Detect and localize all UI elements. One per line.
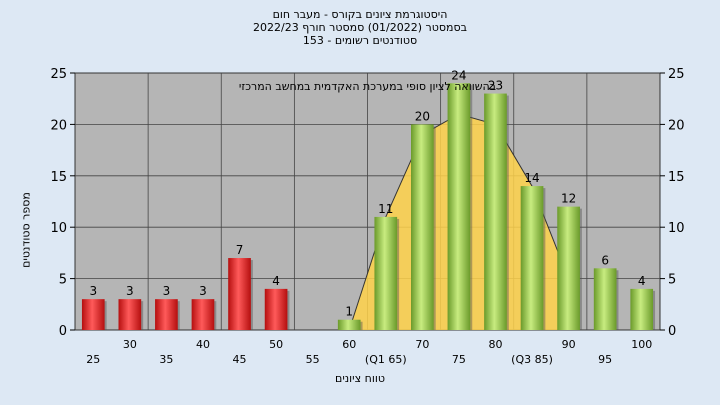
x-tick-label: 45 (233, 353, 247, 366)
y-tick-label-right: 10 (668, 221, 685, 236)
x-tick-label: 70 (415, 338, 429, 351)
chart-title: היסטוגרמת ציונים בקורס - מעבר חום (272, 8, 448, 21)
x-tick-label: 35 (159, 353, 173, 366)
bar-data-label: 20 (415, 109, 430, 123)
bar-data-label: 3 (163, 284, 171, 298)
bar (118, 299, 142, 330)
bar-data-label: 4 (272, 274, 280, 288)
x-tick-label: 25 (86, 353, 100, 366)
bar-data-label: 3 (126, 284, 134, 298)
bar (374, 216, 398, 330)
bar (337, 319, 361, 330)
bar-data-label: 11 (378, 202, 393, 216)
bar (484, 93, 507, 330)
y-tick-label-left: 20 (50, 118, 67, 133)
bar (155, 299, 178, 330)
bar-data-label: 6 (601, 253, 609, 267)
x-tick-label: 40 (196, 338, 210, 351)
y-tick-label-left: 15 (50, 170, 67, 185)
bar-data-label: 1 (345, 305, 353, 319)
bar-data-label: 3 (199, 284, 207, 298)
bar-data-label: 4 (638, 274, 646, 288)
bar (81, 299, 105, 330)
bar (520, 186, 544, 330)
bar-data-label: 3 (89, 284, 97, 298)
x-tick-label: 100 (631, 338, 652, 351)
x-tick-label: 90 (562, 338, 576, 351)
x-tick-label: 50 (269, 338, 283, 351)
y-tick-label-left: 5 (59, 273, 67, 288)
x-axis-label: טווח ציונים (335, 372, 385, 385)
x-tick-label: 30 (123, 338, 137, 351)
bar (630, 288, 654, 330)
x-tick-label: 75 (452, 353, 466, 366)
bar-data-label: 12 (561, 192, 576, 206)
x-tick-label: 55 (306, 353, 320, 366)
bar-data-label: 23 (488, 79, 503, 93)
bar (557, 206, 580, 330)
chart-titles: היסטוגרמת ציונים בקורס - מעבר חום בסמסטר… (0, 8, 720, 47)
bar-data-label: 7 (236, 243, 244, 257)
bar (264, 288, 288, 330)
bar (593, 268, 617, 330)
x-tick-label: 60 (342, 338, 356, 351)
bar-data-label: 14 (524, 171, 539, 185)
bar (447, 83, 471, 330)
y-axis-label: מספר סטודנטים (19, 192, 33, 268)
bar (411, 124, 434, 331)
y-tick-label-left: 0 (59, 324, 67, 339)
y-tick-label-right: 15 (668, 170, 685, 185)
chart-annotation: בהשוואה לציון סופי במערכת האקדמית במחשב … (239, 80, 496, 93)
chart-subtitle-semester: בסמסטר (01/2022) סמסטר חורף 2022/23 (253, 21, 467, 34)
bar (228, 258, 251, 330)
y-tick-label-left: 10 (50, 221, 67, 236)
x-tick-label: 95 (598, 353, 612, 366)
x-tick-label: (Q1 65) (365, 353, 407, 366)
chart-subtitle-students: סטודנטים רשומים - 153 (302, 34, 418, 47)
bar (191, 299, 215, 330)
x-tick-label: 80 (488, 338, 502, 351)
bar-data-label: 24 (451, 68, 466, 82)
y-tick-label-right: 5 (668, 273, 676, 288)
y-tick-label-right: 20 (668, 118, 685, 133)
x-tick-label: (Q3 85) (511, 353, 553, 366)
y-tick-label-right: 25 (668, 67, 685, 82)
y-tick-label-right: 0 (668, 324, 676, 339)
y-tick-label-left: 25 (50, 67, 67, 82)
